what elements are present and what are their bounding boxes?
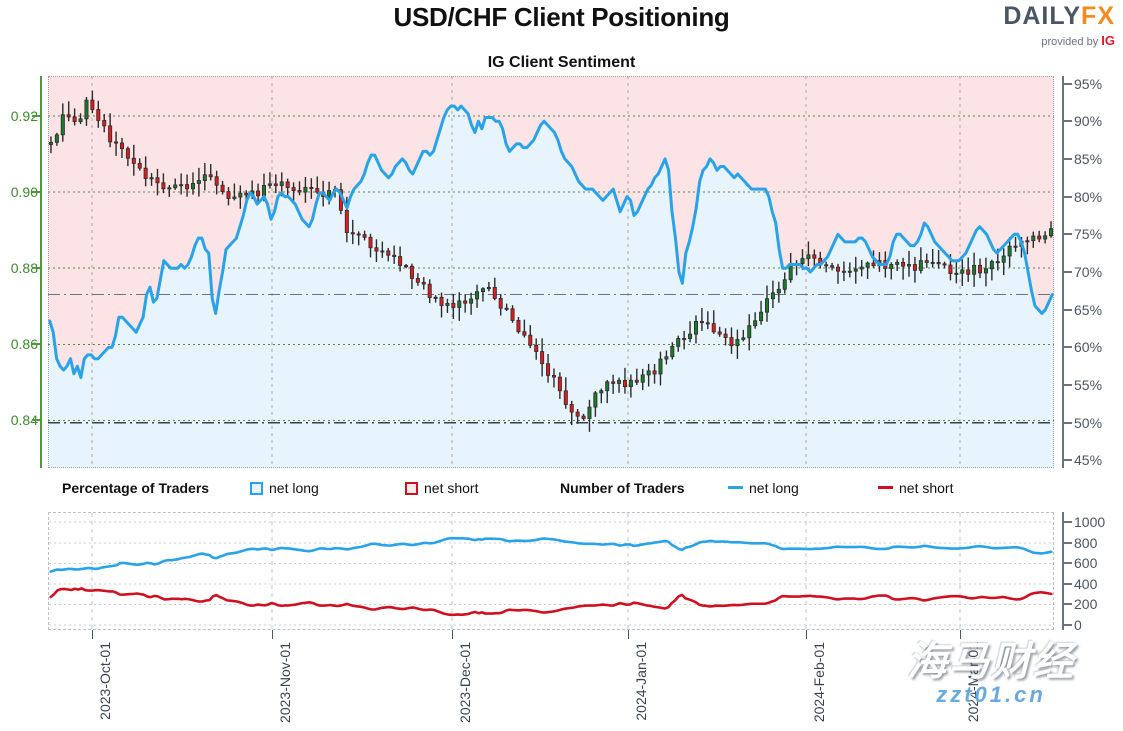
legend-num-net-short-label: net short xyxy=(899,480,954,496)
legend-num-net-short[interactable]: net short xyxy=(878,480,953,496)
price-tick-mark xyxy=(32,419,40,422)
logo-daily-text: DAILY xyxy=(1003,2,1082,30)
legend-num-net-long-label: net long xyxy=(749,480,799,496)
legend-pct-net-long[interactable]: net long xyxy=(250,480,319,496)
x-tick-mark xyxy=(960,630,961,639)
net-short-line-icon xyxy=(878,486,893,489)
net-long-square-icon xyxy=(250,482,263,495)
percent-tick-label: 65% xyxy=(1074,301,1103,318)
price-tick-label: 0.88 xyxy=(10,260,38,277)
x-tick-mark xyxy=(92,630,93,639)
net-short-square-icon xyxy=(405,482,418,495)
traders-count-tick-label: 600 xyxy=(1074,555,1098,572)
price-sentiment-canvas xyxy=(48,76,1054,468)
x-tick-label: 2023-Dec-01 xyxy=(457,642,473,723)
watermark-cn-text: 海马财经 xyxy=(907,640,1075,684)
traders-count-plot-area xyxy=(48,512,1054,630)
logo-provided-text: provided by xyxy=(1041,36,1099,48)
traders-count-tick-label: 800 xyxy=(1074,534,1098,551)
logo-ig-text: IG xyxy=(1101,33,1115,48)
percent-tick-mark xyxy=(1064,271,1072,273)
traders-count-tick-label: 400 xyxy=(1074,575,1098,592)
legend-pct-net-short-label: net short xyxy=(424,480,479,496)
percent-tick-mark xyxy=(1064,82,1072,85)
percent-tick-mark xyxy=(1064,233,1072,236)
percent-tick-label: 75% xyxy=(1074,226,1103,243)
traders-count-tick-label: 0 xyxy=(1074,616,1082,633)
traders-count-tick-mark xyxy=(1064,562,1072,565)
chart-legend: Percentage of Traders net long net short… xyxy=(0,478,1123,502)
x-tick-mark xyxy=(452,630,453,639)
traders-count-tick-mark xyxy=(1064,623,1072,626)
percent-tick-label: 45% xyxy=(1074,452,1103,469)
percent-tick-mark xyxy=(1064,195,1072,198)
percent-tick-mark xyxy=(1064,120,1072,123)
traders-count-tick-label: 1000 xyxy=(1074,514,1106,531)
price-tick-label: 0.84 xyxy=(10,412,38,429)
main-right-axis xyxy=(1062,76,1064,468)
traders-count-tick-mark xyxy=(1064,541,1072,544)
percent-tick-label: 70% xyxy=(1074,264,1103,280)
x-tick-label: 2024-Mar-01 xyxy=(965,642,981,723)
x-tick-label: 2023-Oct-01 xyxy=(97,642,113,720)
watermark-url-text: zzt01.cn xyxy=(936,682,1046,707)
sub-right-axis xyxy=(1062,512,1064,630)
page-title: USD/CHF Client Positioning xyxy=(393,2,730,32)
price-tick-mark xyxy=(32,191,40,194)
main-chart-plot-area xyxy=(48,76,1054,468)
percent-tick-mark xyxy=(1064,346,1072,349)
traders-count-tick-label: 200 xyxy=(1074,596,1098,613)
x-tick-mark xyxy=(806,630,807,639)
percent-tick-label: 90% xyxy=(1074,113,1103,130)
x-tick-mark xyxy=(628,630,629,639)
percent-tick-mark xyxy=(1064,384,1072,387)
legend-group-percentage: Percentage of Traders xyxy=(62,480,210,496)
percent-tick-mark xyxy=(1064,421,1072,424)
percent-tick-mark xyxy=(1064,459,1072,462)
traders-count-tick-mark xyxy=(1064,582,1072,585)
legend-num-net-long[interactable]: net long xyxy=(728,480,799,496)
legend-group-number: Number of Traders xyxy=(560,480,685,496)
traders-count-tick-mark xyxy=(1064,521,1072,524)
percent-tick-label: 85% xyxy=(1074,150,1103,167)
logo-fx-text: FX xyxy=(1081,2,1115,30)
percent-tick-label: 50% xyxy=(1074,414,1103,431)
price-tick-label: 0.86 xyxy=(10,336,38,353)
price-tick-mark xyxy=(32,343,40,346)
price-tick-mark xyxy=(32,114,40,117)
percent-tick-mark xyxy=(1064,157,1072,160)
net-long-line-icon xyxy=(728,486,743,489)
price-tick-mark xyxy=(32,267,40,270)
watermark: 海马财经 zzt01.cn xyxy=(866,642,1116,706)
percent-tick-label: 60% xyxy=(1074,339,1103,356)
percent-tick-label: 55% xyxy=(1074,377,1103,394)
legend-pct-net-short[interactable]: net short xyxy=(405,480,478,496)
x-tick-mark xyxy=(272,630,273,639)
percent-tick-mark xyxy=(1064,308,1072,311)
dailyfx-logo: DAILYFX provided by IG xyxy=(1003,4,1115,48)
price-tick-label: 0.90 xyxy=(10,184,38,201)
x-tick-label: 2023-Nov-01 xyxy=(277,642,293,723)
percent-tick-label: 80% xyxy=(1074,188,1103,205)
percent-tick-label: 95% xyxy=(1074,75,1103,92)
x-tick-label: 2024-Jan-01 xyxy=(633,642,649,721)
page-subtitle: IG Client Sentiment xyxy=(487,54,636,71)
price-tick-label: 0.92 xyxy=(10,107,38,124)
x-tick-label: 2024-Feb-01 xyxy=(811,642,827,723)
main-left-axis xyxy=(40,76,42,468)
legend-pct-net-long-label: net long xyxy=(269,480,319,496)
traders-count-tick-mark xyxy=(1064,603,1072,606)
traders-count-canvas xyxy=(49,513,1053,629)
